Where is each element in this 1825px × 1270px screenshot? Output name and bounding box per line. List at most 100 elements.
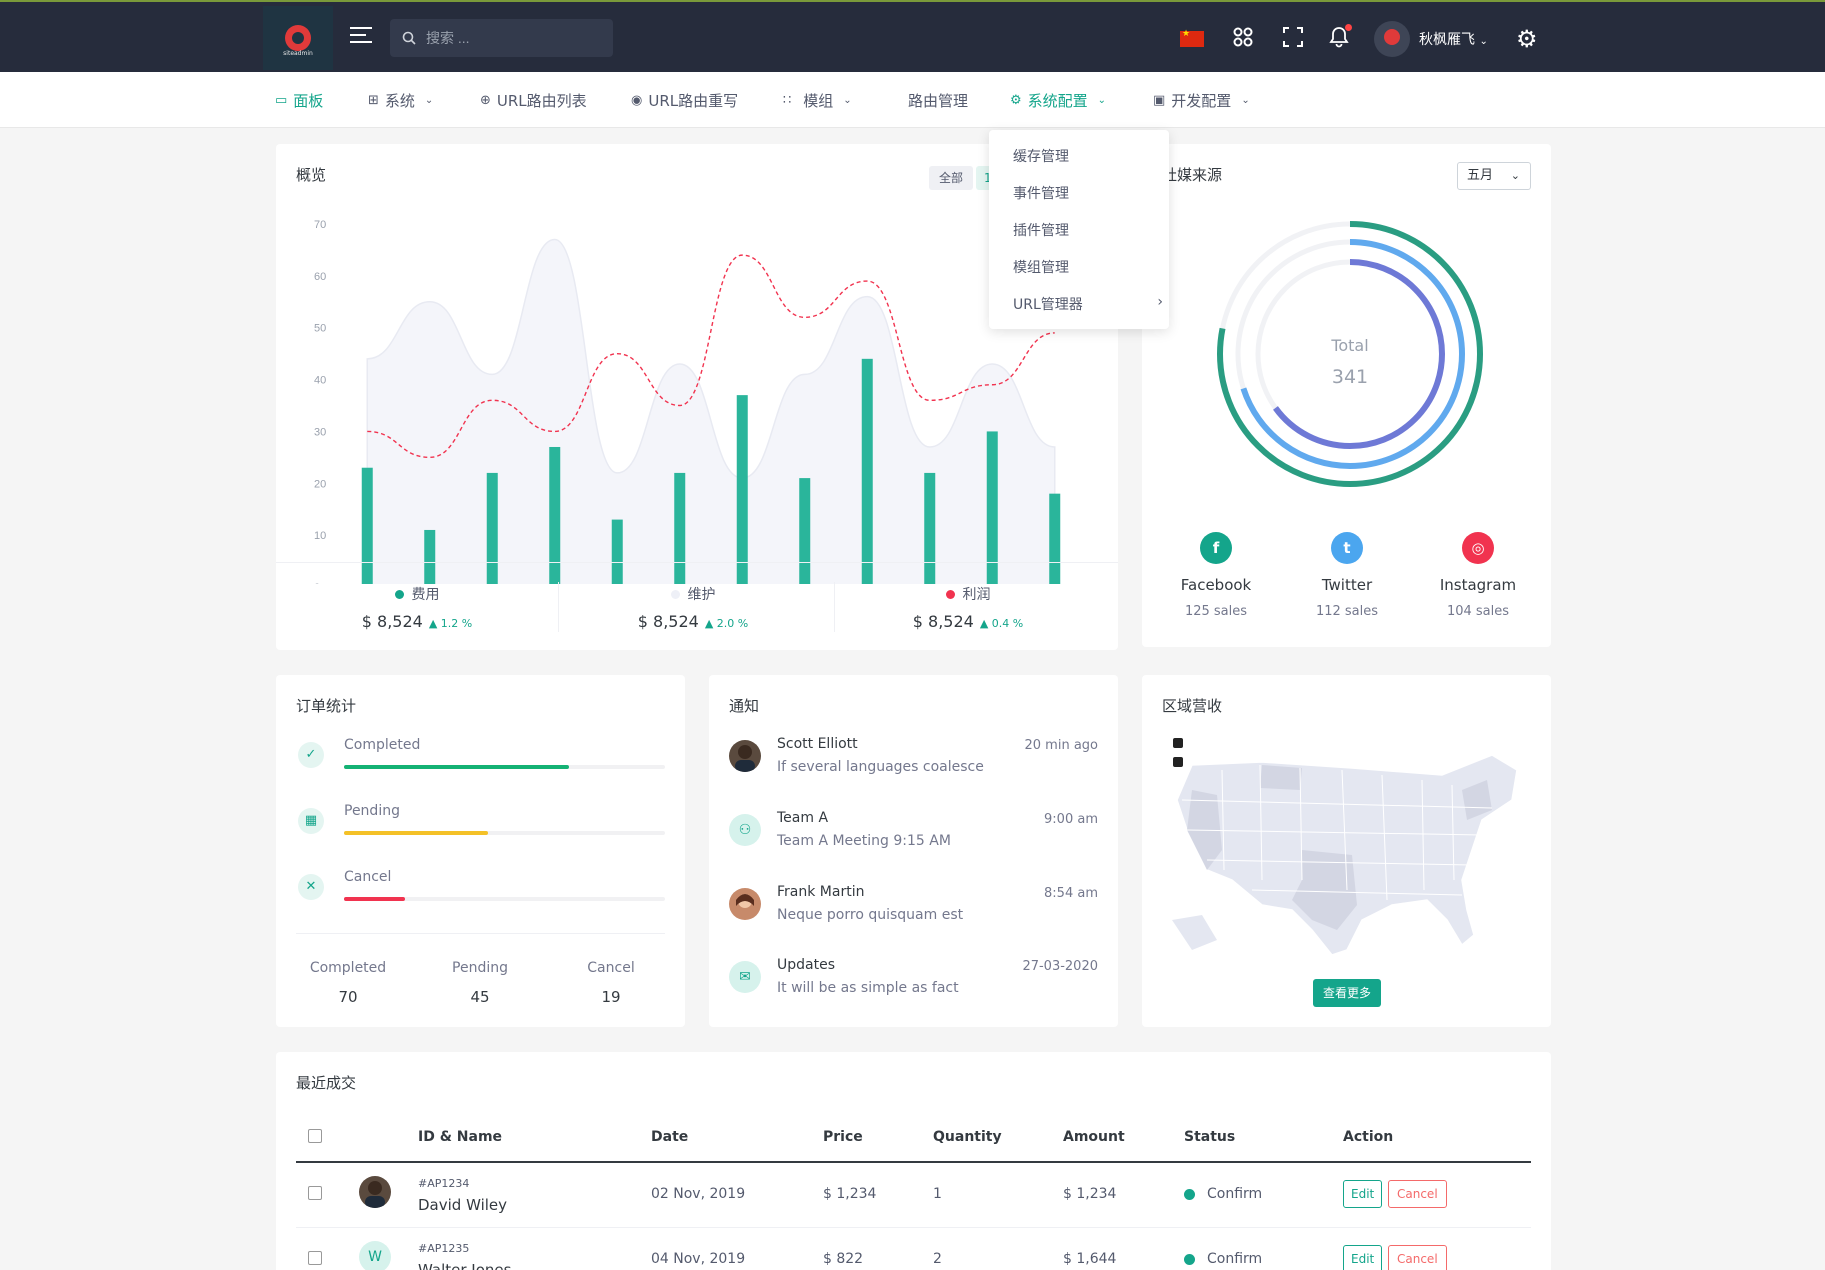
col-status: Status [1184, 1129, 1236, 1145]
dropdown-item-events[interactable]: 事件管理 [1013, 186, 1069, 202]
chevron-down-icon: ⌄ [1479, 36, 1488, 47]
orders-title: 订单统计 [296, 697, 357, 715]
menu-toggle-icon[interactable] [350, 27, 372, 47]
nav-label: 面板 [293, 91, 324, 110]
social-title: 社媒来源 [1162, 166, 1223, 184]
progress-track [344, 831, 665, 835]
month-select[interactable]: 五月 ⌄ [1457, 162, 1531, 190]
chevron-down-icon: ⌄ [1097, 94, 1107, 106]
bar [611, 519, 623, 584]
nav-modules[interactable]: ∷ 模组 ⌄ [783, 72, 852, 128]
nav-system-config[interactable]: ⚙ 系统配置 ⌄ [1010, 72, 1106, 128]
bell-icon[interactable] [1327, 26, 1351, 50]
overview-title: 概览 [296, 166, 327, 184]
nav-label: 路由管理 [908, 91, 969, 110]
cancel-button[interactable]: Cancel [1388, 1245, 1447, 1270]
order-stats-card: 订单统计 Completed 70 Pending 45 Cancel 19 ✓ Co… [276, 675, 685, 1027]
zoom-out-icon[interactable] [1173, 757, 1183, 767]
search-icon [402, 31, 416, 45]
col-date: Date [651, 1129, 689, 1145]
notification-message: It will be as simple as fact [777, 980, 959, 996]
search-input[interactable] [426, 30, 596, 46]
nav-label: 系统配置 [1027, 91, 1088, 110]
bar [799, 478, 811, 584]
col-amount: Amount [1063, 1129, 1125, 1145]
mail-icon: ✉ [729, 961, 761, 993]
nav-url-routes[interactable]: ⊕ URL路由列表 [480, 72, 587, 128]
fullscreen-icon[interactable] [1281, 26, 1305, 50]
dropdown-item-url-manager[interactable]: URL管理器 › [1013, 294, 1163, 314]
row-name: Walter Jones [418, 1261, 512, 1270]
nav-dev-config[interactable]: ▣ 开发配置 ⌄ [1153, 72, 1250, 128]
status-dot [1184, 1189, 1195, 1200]
nav-route-management[interactable]: 路由管理 [908, 72, 968, 128]
notification-time: 9:00 am [1044, 812, 1098, 827]
zoom-in-icon[interactable] [1173, 738, 1183, 748]
view-more-button[interactable]: 查看更多 [1313, 979, 1381, 1007]
social-source-card: 社媒来源 五月 ⌄ Total 341 f Facebook 125 sales … [1142, 144, 1551, 647]
select-all-checkbox[interactable] [308, 1129, 322, 1143]
notification-name: Updates [777, 957, 835, 973]
row-status: Confirm [1207, 1251, 1263, 1267]
progress-bar [344, 897, 405, 901]
row-quantity: 2 [933, 1251, 942, 1267]
settings-gear-icon[interactable]: ⚙ [1516, 25, 1538, 53]
usa-map [1172, 754, 1518, 956]
social-name: Facebook [1180, 576, 1252, 594]
chevron-right-icon: › [1157, 294, 1163, 310]
notification-message: Team A Meeting 9:15 AM [777, 833, 951, 849]
china-flag-icon[interactable] [1180, 29, 1204, 47]
summary-value: 19 [601, 988, 621, 1006]
header-divider [296, 1161, 1531, 1163]
summary-label: Cancel [587, 960, 635, 976]
gear-icon: ⚙ [1010, 92, 1022, 108]
row-checkbox[interactable] [308, 1251, 322, 1265]
dropdown-item-modules[interactable]: 模组管理 [1013, 260, 1069, 276]
row-price: $ 822 [823, 1251, 864, 1267]
notification-time: 8:54 am [1044, 886, 1098, 901]
row-amount: $ 1,644 [1063, 1251, 1117, 1267]
y-tick-label: 70 [314, 219, 326, 231]
order-label: Completed [344, 737, 421, 753]
edit-button[interactable]: Edit [1343, 1245, 1383, 1270]
y-tick-label: 30 [314, 426, 326, 438]
nav-url-rewrite[interactable]: ◉ URL路由重写 [631, 72, 738, 128]
edit-button[interactable]: Edit [1343, 1180, 1383, 1208]
dropdown-item-cache[interactable]: 缓存管理 [1013, 149, 1069, 165]
nav-dashboard[interactable]: ▭ 面板 [275, 72, 323, 128]
radial-arc-instagram [1255, 259, 1445, 449]
legend-label: 费用 [411, 587, 440, 603]
bar [486, 472, 498, 584]
legend-label: 利润 [962, 587, 991, 603]
notifications-title: 通知 [729, 697, 760, 715]
row-checkbox[interactable] [308, 1186, 322, 1200]
modules-icon: ∷ [783, 92, 792, 108]
legend-pct: 2.0 % [716, 617, 749, 630]
dropdown-item-plugins[interactable]: 插件管理 [1013, 223, 1069, 239]
chevron-down-icon: ⌄ [424, 94, 434, 106]
social-sales: 112 sales [1315, 604, 1379, 619]
nav-label: URL路由列表 [496, 91, 587, 110]
filter-all-button[interactable]: 全部 [929, 166, 974, 190]
notification-time: 20 min ago [1024, 738, 1099, 753]
region-title: 区域营收 [1162, 697, 1223, 715]
cancel-button[interactable]: Cancel [1388, 1180, 1447, 1208]
social-name: Twitter [1321, 576, 1373, 594]
notification-name: Scott Elliott [777, 736, 858, 752]
notification-message: If several languages coalesce [777, 759, 984, 775]
nav-system[interactable]: ⊞ 系统 ⌄ [368, 72, 433, 128]
row-status: Confirm [1207, 1186, 1263, 1202]
avatar [729, 740, 761, 772]
check-circle-icon: ✓ [298, 742, 324, 768]
logo[interactable]: siteadmin [263, 6, 333, 70]
avatar: W [359, 1241, 391, 1270]
apps-grid-icon[interactable] [1231, 26, 1255, 50]
recent-transactions-card: 最近成交 ID & Name Date Price Quantity Amoun… [276, 1052, 1551, 1270]
y-tick-label: 0 [314, 582, 320, 584]
y-tick-label: 20 [314, 478, 326, 490]
summary-pending: Pending 45 [420, 960, 540, 1006]
notifications-card: 通知 Scott Elliott If several languages co… [709, 675, 1118, 1027]
user-avatar[interactable] [1374, 21, 1410, 57]
user-menu[interactable]: 秋枫雁飞 ⌄ [1419, 29, 1488, 49]
transactions-title: 最近成交 [296, 1074, 357, 1092]
